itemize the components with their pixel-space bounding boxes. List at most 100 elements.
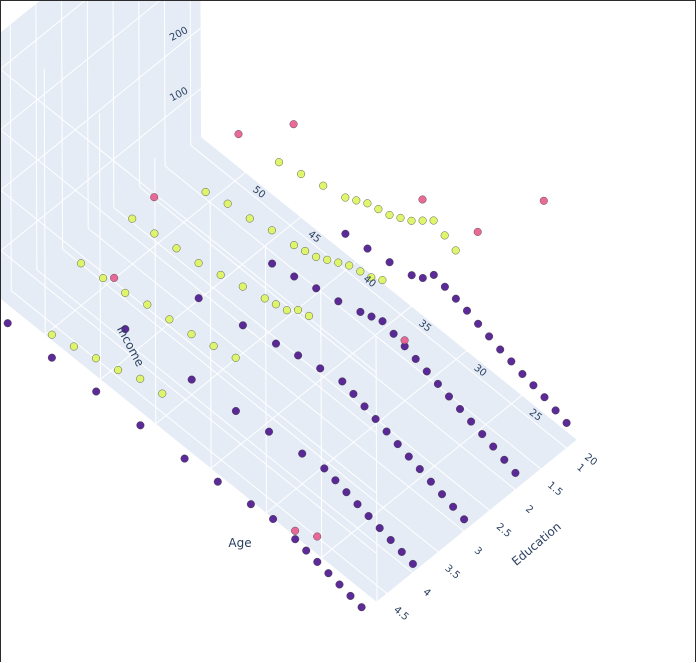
data-point xyxy=(272,339,281,348)
data-point xyxy=(474,319,483,328)
data-point xyxy=(201,187,210,196)
data-point xyxy=(110,273,119,282)
data-point xyxy=(489,442,498,451)
data-point xyxy=(364,512,373,521)
data-point xyxy=(438,490,447,499)
data-point xyxy=(386,536,395,545)
data-point xyxy=(150,229,159,238)
data-point xyxy=(234,130,243,139)
rightwall-grid-income xyxy=(1,1,86,70)
data-point xyxy=(429,270,438,279)
data-point xyxy=(338,377,347,386)
rightwall-grid-income xyxy=(1,88,202,252)
data-point xyxy=(194,294,203,303)
tick-label-education: 2 xyxy=(523,504,535,517)
leftwall-grid-age xyxy=(43,68,46,335)
data-point xyxy=(357,603,366,612)
data-point xyxy=(143,300,152,309)
data-point xyxy=(418,216,427,225)
data-point xyxy=(500,455,509,464)
axis-title-age: Age xyxy=(228,536,251,550)
data-point xyxy=(385,210,394,219)
floor-grid-education xyxy=(190,144,568,449)
tick-label-education: 3.5 xyxy=(442,563,461,582)
rightwall-grid-income xyxy=(1,27,201,191)
data-point xyxy=(324,569,333,578)
data-point xyxy=(323,255,332,264)
rightwall-grid-education xyxy=(112,1,115,208)
rightwall-grid-education xyxy=(61,1,64,250)
data-point xyxy=(363,199,372,208)
data-point xyxy=(216,270,225,279)
data-point xyxy=(335,580,344,589)
data-point xyxy=(265,427,274,436)
data-point xyxy=(411,354,420,363)
data-point xyxy=(460,515,469,524)
tick-label-education: 4.5 xyxy=(391,604,410,623)
data-point xyxy=(121,288,130,297)
floor-grid-education xyxy=(139,186,516,491)
data-point xyxy=(389,329,398,338)
data-point xyxy=(353,500,362,509)
floor-grid-age xyxy=(266,350,467,514)
data-point xyxy=(298,449,307,458)
data-point xyxy=(341,229,350,238)
data-point xyxy=(429,216,438,225)
data-point xyxy=(371,415,380,424)
floor-grid-education xyxy=(10,290,388,595)
data-point xyxy=(128,214,137,223)
data-point xyxy=(382,427,391,436)
data-point xyxy=(245,214,254,223)
floor-grid-age xyxy=(376,439,578,603)
data-point xyxy=(445,392,454,401)
data-point xyxy=(172,244,181,253)
data-point xyxy=(378,276,387,285)
data-point xyxy=(180,454,189,463)
data-point xyxy=(346,591,355,600)
data-point xyxy=(136,421,145,430)
data-point xyxy=(422,367,431,376)
data-point xyxy=(213,477,222,486)
data-point xyxy=(91,354,100,363)
data-point xyxy=(47,330,56,339)
data-point xyxy=(426,477,435,486)
data-point xyxy=(407,216,416,225)
data-point xyxy=(408,559,417,568)
rightwall-grid-income xyxy=(1,1,161,130)
data-point xyxy=(246,500,255,509)
data-point xyxy=(367,273,376,282)
data-point xyxy=(451,246,460,255)
data-point xyxy=(290,272,299,281)
data-point xyxy=(496,345,505,354)
leftwall-grid-income xyxy=(1,250,378,555)
data-point xyxy=(282,306,291,315)
data-point xyxy=(360,402,369,411)
data-point xyxy=(345,261,354,270)
data-point xyxy=(150,193,159,202)
data-point xyxy=(209,342,218,351)
leftwall-grid-age xyxy=(264,246,267,513)
data-point xyxy=(260,294,269,303)
data-point xyxy=(238,321,247,330)
data-point xyxy=(269,515,278,524)
floor-grid-education xyxy=(62,248,439,553)
data-point xyxy=(463,306,472,315)
data-point xyxy=(268,259,277,268)
axis-title-education: Education xyxy=(509,519,564,568)
data-point xyxy=(76,259,85,268)
data-point xyxy=(363,244,372,253)
data-point xyxy=(375,524,384,533)
rightwall-grid-education xyxy=(138,1,140,187)
data-point xyxy=(400,336,409,345)
data-point xyxy=(165,315,174,324)
data-point xyxy=(223,199,232,208)
data-point xyxy=(562,418,571,427)
data-point xyxy=(507,357,516,366)
floor-grid-education xyxy=(164,165,542,470)
data-point xyxy=(407,271,416,280)
chart-points xyxy=(3,120,571,612)
data-point xyxy=(313,532,322,541)
data-point xyxy=(349,389,358,398)
